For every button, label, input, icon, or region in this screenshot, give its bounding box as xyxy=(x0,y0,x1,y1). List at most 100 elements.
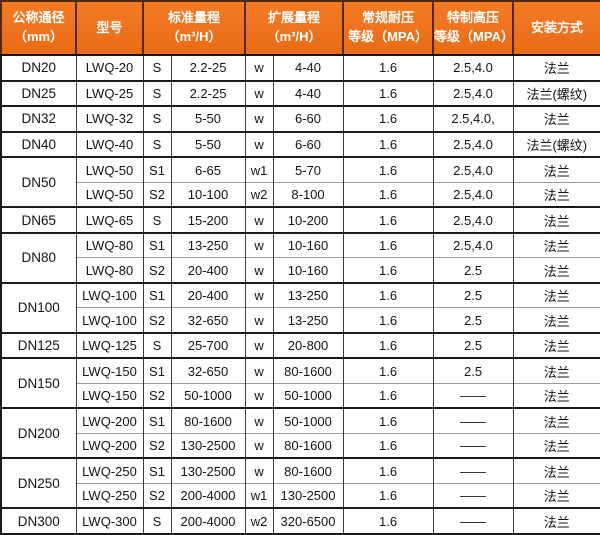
installation-cell: 法兰 xyxy=(512,281,600,308)
table-row: DN150 LWQ-150 S1 32-650 w 80-1600 1.6 2.5 法兰 xyxy=(0,357,600,409)
table-row: DN25 LWQ-25 S 2.2-25 w 4-40 1.6 2.5,4.0 法兰(螺纹) xyxy=(0,79,600,107)
model-cell: LWQ-50 xyxy=(75,156,144,183)
high-pressure-cell: 2.5 xyxy=(432,357,514,384)
high-pressure-cell: —— xyxy=(432,482,514,509)
extended-range-cell: 130-2500 xyxy=(272,482,344,509)
installation-cell: 法兰 xyxy=(512,156,600,183)
high-pressure-cell: —— xyxy=(432,382,514,409)
extended-range-cell: 13-250 xyxy=(272,307,344,333)
standard-range-cell: 200-4000 xyxy=(170,482,246,509)
regular-pressure-cell: 1.6 xyxy=(342,432,434,459)
header-row: 公称通径 （mm） 型号 标准量程 （m³/H） 扩展量程 （m³/H） 常规耐… xyxy=(0,0,600,56)
standard-range-cell: 200-4000 xyxy=(170,507,246,534)
nominal-diameter-cell: DN50 xyxy=(0,156,77,208)
standard-range-cell: 2.2-25 xyxy=(170,79,246,107)
standard-code-cell: S2 xyxy=(142,257,172,283)
installation-cell: 法兰 xyxy=(512,231,600,258)
nominal-diameter-cell: DN25 xyxy=(0,79,77,107)
extended-code-cell: w xyxy=(244,357,274,384)
installation-cell: 法兰 xyxy=(512,357,600,384)
extended-code-cell: w xyxy=(244,382,274,409)
standard-range-cell: 6-65 xyxy=(170,156,246,183)
extended-range-cell: 13-250 xyxy=(272,281,344,308)
extended-code-cell: w xyxy=(244,79,274,107)
high-pressure-cell: 2.5 xyxy=(432,281,514,308)
regular-pressure-cell: 1.6 xyxy=(342,331,434,359)
extended-code-cell: w xyxy=(244,281,274,308)
table-row: DN80 LWQ-80 S1 13-250 w 10-160 1.6 2.5,4.0 法兰 xyxy=(0,231,600,283)
nominal-diameter-cell: DN32 xyxy=(0,105,77,132)
high-pressure-cell: 2.5,4.0 xyxy=(432,181,514,208)
extended-code-cell: w2 xyxy=(244,181,274,208)
standard-code-cell: S1 xyxy=(142,281,172,308)
installation-cell: 法兰 xyxy=(512,432,600,459)
regular-pressure-cell: 1.6 xyxy=(342,482,434,509)
standard-range-cell: 10-100 xyxy=(170,181,246,208)
extended-range-cell: 80-1600 xyxy=(272,357,344,384)
installation-cell: 法兰 xyxy=(512,407,600,434)
installation-cell: 法兰 xyxy=(512,482,600,509)
standard-range-cell: 2.2-25 xyxy=(170,54,246,81)
standard-code-cell: S xyxy=(142,130,172,158)
model-cell: LWQ-40 xyxy=(75,130,144,158)
standard-range-cell: 13-250 xyxy=(170,231,246,258)
extended-range-cell: 10-160 xyxy=(272,257,344,283)
extended-code-cell: w xyxy=(244,307,274,333)
high-pressure-cell: 2.5 xyxy=(432,307,514,333)
standard-range-cell: 50-1000 xyxy=(170,382,246,409)
extended-range-cell: 4-40 xyxy=(272,54,344,81)
high-pressure-cell: 2.5,4.0 xyxy=(432,206,514,233)
installation-cell: 法兰 xyxy=(512,507,600,534)
extended-code-cell: w xyxy=(244,432,274,459)
regular-pressure-cell: 1.6 xyxy=(342,231,434,258)
installation-cell: 法兰(螺纹) xyxy=(512,130,600,158)
model-cell: LWQ-80 xyxy=(75,257,144,283)
standard-code-cell: S xyxy=(142,507,172,534)
high-pressure-cell: —— xyxy=(432,457,514,484)
high-pressure-cell: 2.5,4.0 xyxy=(432,156,514,183)
standard-code-cell: S1 xyxy=(142,357,172,384)
regular-pressure-cell: 1.6 xyxy=(342,130,434,158)
standard-range-cell: 15-200 xyxy=(170,206,246,233)
extended-range-cell: 5-70 xyxy=(272,156,344,183)
nominal-diameter-cell: DN300 xyxy=(0,507,77,534)
high-pressure-cell: 2.5,4.0, xyxy=(432,105,514,132)
regular-pressure-cell: 1.6 xyxy=(342,307,434,333)
table-row: LWQ-150 S2 50-1000 w 50-1000 1.6 —— 法兰 xyxy=(1,382,600,409)
installation-cell: 法兰 xyxy=(512,331,600,359)
standard-code-cell: S2 xyxy=(142,382,172,409)
extended-range-cell: 80-1600 xyxy=(272,457,344,484)
model-cell: LWQ-100 xyxy=(75,281,144,308)
table-row: DN125 LWQ-125 S 25-700 w 20-800 1.6 2.5 法兰 xyxy=(0,331,600,359)
installation-cell: 法兰 xyxy=(512,54,600,81)
regular-pressure-cell: 1.6 xyxy=(342,457,434,484)
extended-code-cell: w xyxy=(244,206,274,233)
model-cell: LWQ-125 xyxy=(75,331,144,359)
regular-pressure-cell: 1.6 xyxy=(342,206,434,233)
nominal-diameter-cell: DN200 xyxy=(0,407,77,459)
table-row: LWQ-200 S2 130-2500 w 80-1600 1.6 —— 法兰 xyxy=(1,432,600,459)
extended-range-cell: 8-100 xyxy=(272,181,344,208)
model-cell: LWQ-150 xyxy=(75,357,144,384)
extended-range-cell: 6-60 xyxy=(272,130,344,158)
standard-code-cell: S2 xyxy=(142,432,172,459)
standard-range-cell: 80-1600 xyxy=(170,407,246,434)
regular-pressure-cell: 1.6 xyxy=(342,507,434,534)
regular-pressure-cell: 1.6 xyxy=(342,281,434,308)
model-cell: LWQ-32 xyxy=(75,105,144,132)
header-nominal-diameter: 公称通径 （mm） xyxy=(0,0,77,56)
table-row: DN100 LWQ-100 S1 20-400 w 13-250 1.6 2.5 法兰 xyxy=(0,281,600,333)
regular-pressure-cell: 1.6 xyxy=(342,357,434,384)
regular-pressure-cell: 1.6 xyxy=(342,407,434,434)
model-cell: LWQ-100 xyxy=(75,307,144,333)
extended-range-cell: 320-6500 xyxy=(272,507,344,534)
nominal-diameter-cell: DN80 xyxy=(0,231,77,283)
standard-range-cell: 20-400 xyxy=(170,281,246,308)
table-row: DN65 LWQ-65 S 15-200 w 10-200 1.6 2.5,4.0 法兰 xyxy=(0,206,600,233)
high-pressure-cell: 2.5,4.0 xyxy=(432,231,514,258)
regular-pressure-cell: 1.6 xyxy=(342,156,434,183)
installation-cell: 法兰 xyxy=(512,105,600,132)
table-row: DN200 LWQ-200 S1 80-1600 w 50-1000 1.6 —— 法兰 xyxy=(0,407,600,459)
high-pressure-cell: 2.5 xyxy=(432,331,514,359)
